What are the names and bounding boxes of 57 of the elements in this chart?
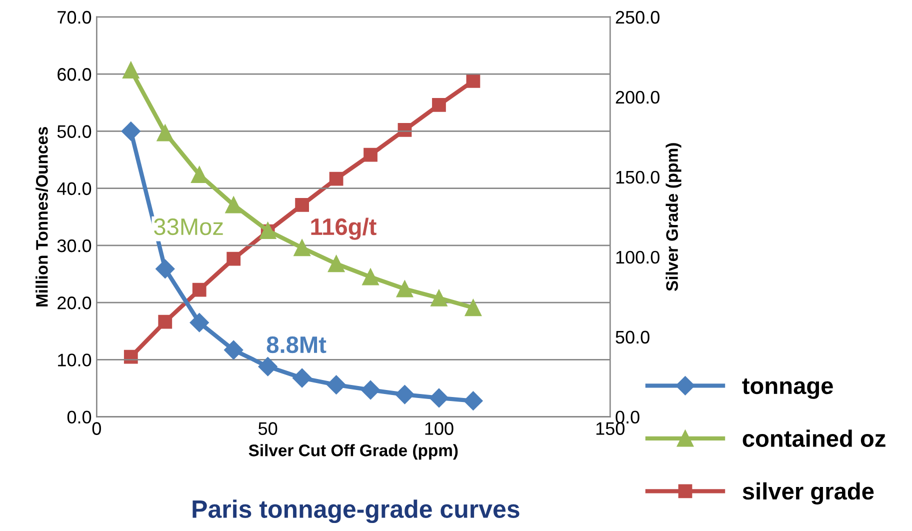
point [326,375,346,394]
point [156,124,174,142]
y-tick-label: 10.0 [58,354,92,366]
point [226,252,241,266]
point [360,380,380,400]
point [225,196,242,214]
y-tick-label: 20.0 [58,296,92,310]
point [292,368,312,388]
x-tick-label: 0 [92,422,101,435]
y-tick-label: 70.0 [58,10,92,24]
y2-tick-label: 0.0 [616,410,640,424]
point [192,282,206,297]
y-tick-label: 60.0 [58,68,92,81]
y2-tick-label: 150.0 [616,170,660,184]
x-tick-label: 100 [425,422,454,435]
point [224,340,244,360]
point [429,388,449,408]
point [364,148,378,162]
annotation: 116g/t [311,218,376,240]
x-tick-label: 150 [596,422,624,435]
point [362,268,379,286]
point [156,259,175,278]
point [432,98,446,112]
point [158,314,172,329]
point [124,350,138,364]
y2-tick-label: 100.0 [616,250,660,264]
point [466,74,480,88]
legend-label: tonnage [742,378,833,399]
y2-tick-label: 50.0 [616,330,650,344]
point [295,198,309,212]
x-tick-label: 50 [258,422,278,435]
y-tick-label: 50.0 [57,125,92,138]
y2-axis-title: Silver Grade (ppm) [666,143,682,291]
annotation: 8.8Mt [266,336,326,354]
point [190,313,209,332]
y-axis-title: Million Tonnes/Ounces [36,126,48,306]
point [395,385,414,404]
y-tick-label: 0.0 [67,410,92,424]
point [121,122,140,141]
y2-tick-label: 250.0 [616,10,660,24]
y-tick-label: 30.0 [57,239,92,252]
legend-label: silver grade [742,482,874,504]
point [464,391,483,410]
y-tick-label: 40.0 [57,182,92,196]
point [258,357,278,376]
text: Paris tonnage-grade curves [192,500,520,524]
point [464,299,482,316]
point [328,255,345,272]
point [294,239,310,256]
point [430,290,448,306]
legend-label: contained oz [742,430,886,447]
point [396,280,414,298]
point [329,172,344,186]
y2-tick-label: 200.0 [616,90,660,104]
annotation: 33Moz [154,218,223,236]
x-axis-title: Silver Cut Off Grade (ppm) [248,444,458,460]
point [122,62,140,78]
